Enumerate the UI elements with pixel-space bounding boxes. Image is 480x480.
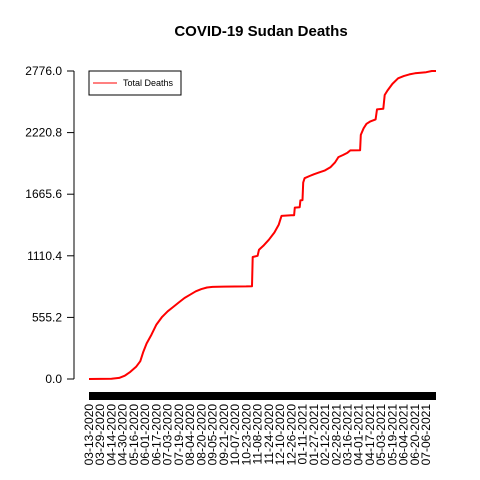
x-tick-label: 02-28-2021 — [329, 404, 343, 466]
x-tick-label: 09-21-2020 — [217, 404, 231, 466]
x-tick-label: 04-14-2020 — [104, 404, 118, 466]
series-line-total-deaths — [88, 70, 436, 380]
y-tick-label: 2220.8 — [25, 126, 62, 140]
x-tick-label: 09-05-2020 — [206, 404, 220, 466]
x-tick-label: 06-20-2021 — [408, 404, 422, 466]
x-tick-label: 04-30-2020 — [116, 404, 130, 466]
x-tick-label: 12-10-2020 — [273, 404, 287, 466]
x-tick-label: 10-23-2020 — [239, 404, 253, 466]
y-axis: 0.0 555.2 1110.4 1665.6 2220.8 2776.0 — [25, 64, 74, 386]
x-tick-label: 04-17-2021 — [363, 404, 377, 466]
y-tick-label: 555.2 — [32, 310, 62, 324]
x-axis: 03-13-202003-29-202004-14-202004-30-2020… — [82, 404, 433, 466]
legend-label-total-deaths: Total Deaths — [123, 78, 174, 88]
x-tick-label: 01-27-2021 — [307, 404, 321, 466]
y-tick-label: 1665.6 — [25, 187, 62, 201]
x-tick-label: 05-16-2020 — [127, 404, 141, 466]
x-tick-label: 07-06-2021 — [419, 404, 433, 466]
x-tick-label: 03-13-2020 — [82, 404, 96, 466]
x-tick-label: 04-01-2021 — [352, 404, 366, 466]
x-tick-label: 05-19-2021 — [385, 404, 399, 466]
legend: Total Deaths — [88, 70, 182, 96]
x-axis-tick-band — [89, 392, 436, 400]
x-tick-label: 07-03-2020 — [161, 404, 175, 466]
x-tick-label: 12-26-2020 — [284, 404, 298, 466]
x-tick-label: 08-04-2020 — [183, 404, 197, 466]
x-tick-label: 08-20-2020 — [194, 404, 208, 466]
chart-title: COVID-19 Sudan Deaths — [174, 23, 347, 40]
x-tick-label: 11-08-2020 — [251, 404, 265, 465]
x-tick-label: 10-07-2020 — [228, 404, 242, 466]
x-tick-label: 03-29-2020 — [93, 404, 107, 466]
x-tick-label: 01-11-2021 — [296, 404, 310, 465]
x-tick-label: 05-03-2021 — [374, 404, 388, 466]
x-tick-label: 06-17-2020 — [149, 404, 163, 466]
x-tick-label: 06-01-2020 — [138, 404, 152, 466]
x-tick-label: 03-16-2021 — [340, 404, 354, 466]
x-tick-label: 11-24-2020 — [262, 404, 276, 465]
x-tick-label: 02-12-2021 — [318, 404, 332, 466]
x-tick-label: 07-19-2020 — [172, 404, 186, 466]
y-tick-label: 2776.0 — [25, 64, 62, 78]
y-tick-label: 0.0 — [45, 372, 62, 386]
y-tick-label: 1110.4 — [27, 249, 62, 263]
x-tick-label: 06-04-2021 — [397, 404, 411, 466]
